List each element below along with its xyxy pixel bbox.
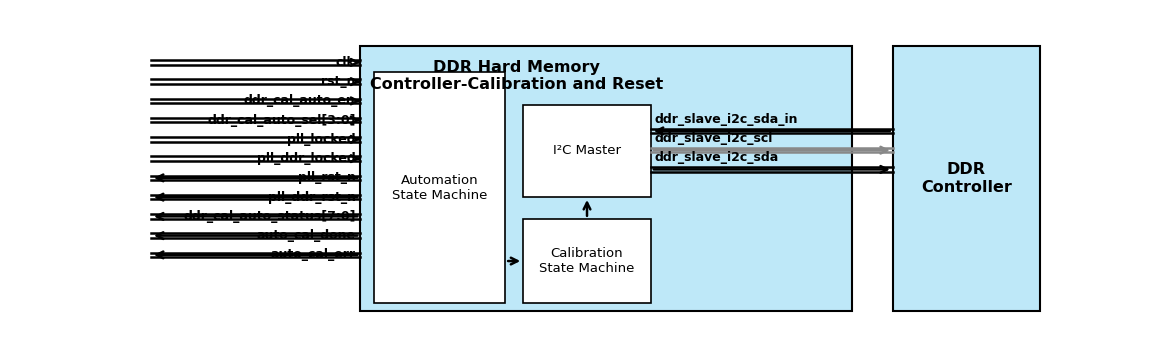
Bar bbox=[523, 219, 651, 303]
Text: ddr_slave_i2c_sda_in: ddr_slave_i2c_sda_in bbox=[655, 113, 799, 126]
Text: pll_ddr_locked: pll_ddr_locked bbox=[257, 152, 356, 165]
Text: pll_rst_n: pll_rst_n bbox=[298, 171, 356, 184]
Text: pll_locked: pll_locked bbox=[287, 133, 356, 146]
Bar bbox=[360, 46, 853, 311]
Text: ddr_slave_i2c_scl: ddr_slave_i2c_scl bbox=[655, 132, 773, 145]
Bar bbox=[523, 105, 651, 197]
Text: ddr_cal_auto_en: ddr_cal_auto_en bbox=[243, 94, 356, 107]
Text: ddr_cal_auto_sel[3:0]: ddr_cal_auto_sel[3:0] bbox=[207, 114, 356, 127]
Text: DDR Hard Memory: DDR Hard Memory bbox=[433, 60, 600, 75]
Text: Controller-Calibration and Reset: Controller-Calibration and Reset bbox=[370, 77, 663, 92]
Text: auto_cal_done: auto_cal_done bbox=[256, 229, 356, 242]
Text: DDR
Controller: DDR Controller bbox=[921, 162, 1012, 195]
Text: Calibration
State Machine: Calibration State Machine bbox=[539, 247, 635, 275]
Text: ddr_cal_auto_status[7:0]: ddr_cal_auto_status[7:0] bbox=[183, 210, 356, 223]
Text: Automation
State Machine: Automation State Machine bbox=[392, 174, 487, 202]
Text: ddr_slave_i2c_sda: ddr_slave_i2c_sda bbox=[655, 151, 779, 164]
Text: auto_cal_err: auto_cal_err bbox=[271, 249, 356, 261]
Text: I²C Master: I²C Master bbox=[553, 144, 621, 157]
Bar bbox=[373, 72, 505, 303]
Text: clk: clk bbox=[336, 56, 356, 69]
Text: rst_n: rst_n bbox=[321, 75, 356, 88]
Text: pll_ddr_rst_n: pll_ddr_rst_n bbox=[268, 191, 356, 204]
Bar bbox=[892, 46, 1040, 311]
